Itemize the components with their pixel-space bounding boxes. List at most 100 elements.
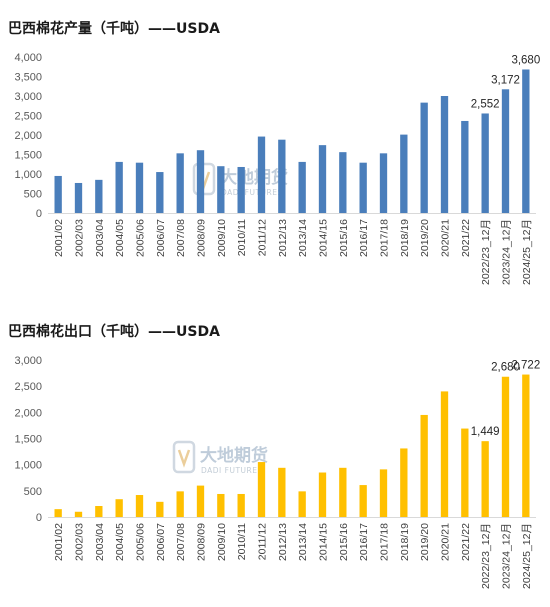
bar-2014/15	[318, 472, 327, 517]
x-tick-label: 2006/07	[155, 523, 167, 561]
x-tick-label: 2017/18	[379, 219, 391, 257]
production-bar-chart: 0 500 1,000 1,500 2,000 2,500 3,000 3,500 4,000 大…	[14, 52, 540, 285]
x-tick-label: 2020/21	[440, 523, 452, 561]
y-tick-label: 1,500	[14, 150, 42, 162]
y-tick-label: 2,500	[14, 111, 42, 123]
watermark-name: 大地期货	[220, 167, 288, 188]
x-tick-label: 2011/12	[257, 219, 269, 256]
x-tick-label: 2018/19	[399, 219, 411, 257]
x-tick-label: 2010/11	[236, 219, 248, 256]
bar-2018/19	[400, 134, 408, 213]
x-tick-label: 2018/19	[399, 523, 411, 561]
x-tick-label: 2015/16	[338, 219, 350, 257]
data-label: 2,722	[511, 360, 540, 372]
bar-2021/22	[461, 120, 469, 213]
x-tick-label: 2008/09	[196, 523, 208, 561]
x-tick-label: 2014/15	[318, 219, 330, 257]
bar-2005/06	[135, 162, 144, 213]
bar-2004/05	[115, 499, 123, 517]
bar-2007/08	[176, 491, 184, 517]
bar-2017/18	[379, 153, 388, 213]
chart-2-title: 巴西棉花出口（千吨）——USDA	[8, 324, 220, 340]
y-tick-label: 3,000	[14, 355, 42, 367]
x-tick-label: 2014/15	[318, 523, 330, 561]
bar-2013/14	[298, 161, 306, 213]
x-tick-label: 2023/24_12月	[501, 523, 513, 589]
x-tick-label: 2024/25_12月	[521, 219, 533, 285]
data-label: 1,449	[471, 426, 500, 438]
x-tick-label: 2020/21	[440, 219, 452, 257]
bar-2024/25_12月	[522, 69, 530, 213]
x-tick-label: 2009/10	[216, 219, 228, 257]
bar-2011/12	[257, 462, 266, 517]
x-tick-label: 2011/12	[257, 523, 269, 560]
x-tick-label: 2005/06	[135, 523, 147, 561]
watermark-name: 大地期货	[200, 445, 268, 466]
watermark-icon	[172, 440, 196, 474]
x-tick-label: 2002/03	[74, 523, 86, 561]
x-tick-label: 2023/24_12月	[501, 219, 513, 285]
bar-2019/20	[420, 414, 428, 517]
bar-2016/17	[359, 162, 367, 213]
data-label: 2,552	[471, 98, 500, 110]
x-tick-label: 2007/08	[175, 219, 187, 257]
watermark-sub: DADI FUTURES	[201, 466, 263, 475]
bar-2011/12	[257, 136, 266, 213]
x-tick-label: 2004/05	[114, 219, 126, 257]
data-label: 3,680	[511, 54, 540, 66]
bar-2003/04	[95, 506, 103, 517]
bar-2004/05	[115, 161, 123, 213]
watermark-icon-mark	[177, 449, 191, 468]
x-tick-label: 2012/13	[277, 523, 289, 561]
x-tick-label: 2022/23_12月	[480, 523, 492, 589]
y-tick-label: 2,000	[14, 130, 42, 142]
x-tick-label: 2012/13	[277, 219, 289, 257]
x-tick-label: 2003/04	[94, 523, 106, 561]
y-tick-label: 4,000	[14, 52, 42, 64]
y-tick-label: 3,500	[14, 72, 42, 84]
x-tick-label: 2001/02	[53, 523, 65, 561]
bar-2009/10	[217, 166, 225, 213]
bar-2020/21	[440, 96, 449, 213]
bar-2020/21	[440, 391, 449, 517]
x-tick-label: 2013/14	[297, 523, 309, 561]
bar-2012/13	[278, 467, 286, 517]
bar-2018/19	[400, 448, 408, 517]
y-tick-label: 3,000	[14, 91, 42, 103]
y-tick-label: 0	[36, 512, 42, 524]
y-tick-label: 2,500	[14, 381, 42, 393]
x-tick-label: 2013/14	[297, 219, 309, 257]
bar-2014/15	[318, 145, 327, 213]
data-label: 2,680	[491, 362, 520, 374]
x-tick-label: 2003/04	[94, 219, 106, 257]
y-tick-label: 1,500	[14, 434, 42, 446]
bar-2021/22	[461, 428, 469, 517]
bar-2013/14	[298, 491, 306, 517]
x-tick-label: 2001/02	[53, 219, 65, 257]
bar-2001/02	[54, 509, 62, 517]
x-tick-label: 2010/11	[236, 523, 248, 560]
x-tick-label: 2016/17	[358, 523, 370, 561]
y-tick-label: 2,000	[14, 407, 42, 419]
y-tick-label: 500	[24, 189, 42, 201]
bar-2001/02	[54, 175, 62, 213]
x-tick-label: 2021/22	[460, 219, 472, 257]
y-tick-label: 0	[36, 208, 42, 220]
x-tick-label: 2006/07	[155, 219, 167, 257]
y-tick-label: 1,000	[14, 169, 42, 181]
bar-2005/06	[135, 495, 144, 517]
x-tick-label: 2005/06	[135, 219, 147, 257]
bar-2010/11	[237, 166, 245, 213]
x-tick-label: 2008/09	[196, 219, 208, 257]
x-tick-label: 2007/08	[175, 523, 187, 561]
x-tick-label: 2009/10	[216, 523, 228, 561]
bar-2008/09	[196, 150, 205, 213]
bar-2003/04	[95, 179, 103, 213]
bar-2006/07	[156, 172, 164, 213]
bar-2022/23_12月	[481, 113, 489, 213]
bar-2010/11	[237, 493, 245, 517]
bar-2012/13	[278, 139, 286, 213]
x-tick-label: 2015/16	[338, 523, 350, 561]
